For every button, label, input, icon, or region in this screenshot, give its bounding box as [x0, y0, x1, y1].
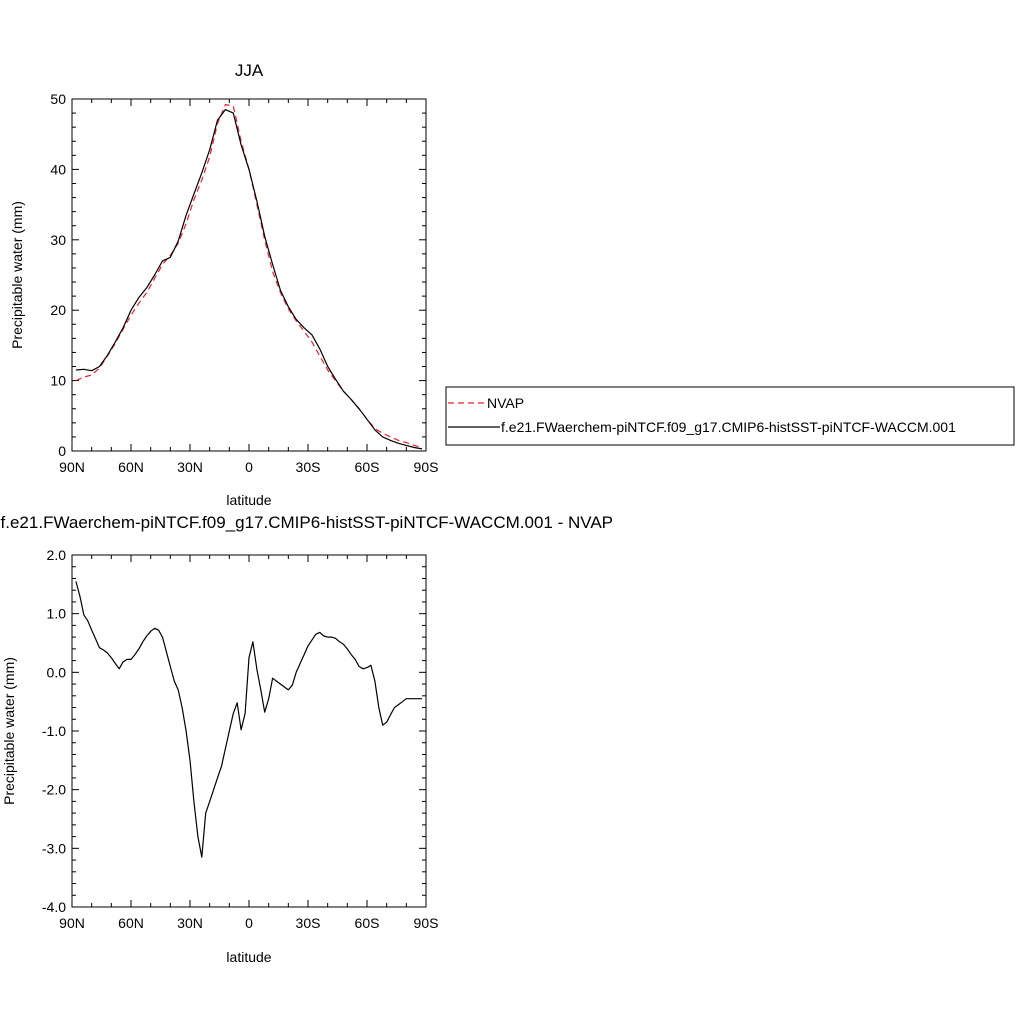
chart-title: JJA: [235, 61, 264, 80]
x-tick-label: 60N: [118, 459, 144, 475]
x-tick-label: 0: [245, 915, 253, 931]
x-tick-label: 30S: [296, 915, 321, 931]
y-tick-label: 2.0: [47, 547, 67, 563]
y-tick-label: 40: [50, 161, 66, 177]
y-tick-label: -4.0: [42, 899, 66, 915]
legend: NVAP f.e21.FWaerchem-piNTCF.f09_g17.CMIP…: [445, 386, 1015, 446]
legend-entry-model: f.e21.FWaerchem-piNTCF.f09_g17.CMIP6-his…: [501, 419, 956, 435]
x-tick-label: 90N: [59, 459, 85, 475]
y-tick-label: 20: [50, 302, 66, 318]
x-tick-label: 30S: [296, 459, 321, 475]
x-axis-label-difference: latitude: [226, 949, 271, 965]
series-group: [75, 103, 423, 450]
y-axis-label: Precipitable water (mm): [9, 201, 25, 349]
y-axis-label-difference: Precipitable water (mm): [1, 657, 17, 805]
x-tick-label: 90N: [59, 915, 85, 931]
chart-title-difference: f.e21.FWaerchem-piNTCF.f09_g17.CMIP6-his…: [1, 513, 613, 532]
y-tick-label: 50: [50, 91, 66, 107]
x-axis-label: latitude: [226, 492, 271, 508]
y-tick-label: 0: [58, 443, 66, 459]
x-tick-label: 0: [245, 459, 253, 475]
axis-ticks: 90N 60N 30N 0 30S 60S 90S 0 10 20 30 40 50: [50, 91, 438, 475]
panel-mean-precipitable-water: JJA 90N 60N 30N 0 30S 60S 90S 0 10 20 30 40 50 latit…: [9, 61, 438, 508]
y-tick-label: -1.0: [42, 723, 66, 739]
x-tick-label: 30N: [177, 459, 203, 475]
y-tick-label: 30: [50, 232, 66, 248]
y-tick-label: 1.0: [47, 606, 67, 622]
plot-frame: [71, 98, 427, 452]
axis-ticks-difference: 90N 60N 30N 0 30S 60S 90S -4.0 -3.0 -2.0 -1.0 0.0 1.…: [42, 547, 439, 931]
x-tick-label: 60S: [355, 459, 380, 475]
x-tick-label: 90S: [414, 915, 439, 931]
plot-frame-difference: [71, 554, 427, 908]
series-line-1: [75, 108, 423, 450]
y-tick-label: -2.0: [42, 782, 66, 798]
series-line-0: [75, 103, 423, 449]
x-tick-label: 60S: [355, 915, 380, 931]
x-tick-label: 60N: [118, 915, 144, 931]
legend-entry-nvap: NVAP: [487, 395, 524, 411]
series-line-0: [75, 581, 423, 858]
y-tick-label: 10: [50, 373, 66, 389]
y-tick-label: -3.0: [42, 840, 66, 856]
x-tick-label: 90S: [414, 459, 439, 475]
legend-box: [445, 386, 1015, 446]
series-group-difference: [75, 581, 423, 858]
y-tick-label: 0.0: [47, 664, 67, 680]
x-tick-label: 30N: [177, 915, 203, 931]
panel-difference: f.e21.FWaerchem-piNTCF.f09_g17.CMIP6-his…: [1, 513, 613, 965]
